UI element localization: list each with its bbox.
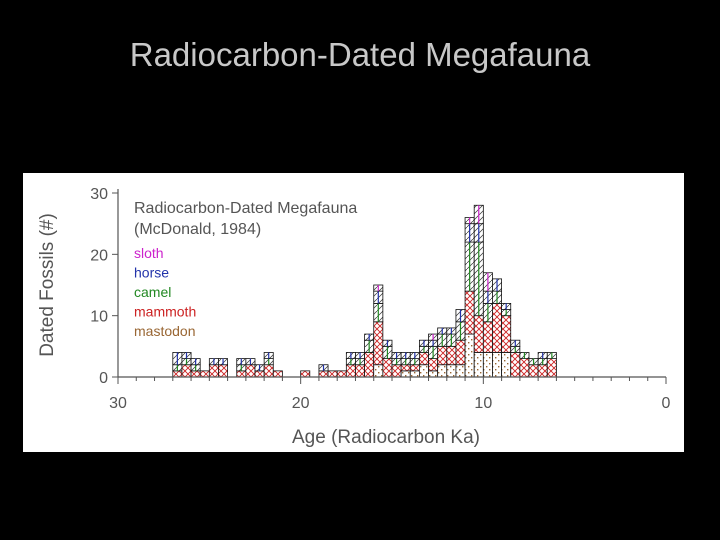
bar-mammoth-16 [355,364,366,378]
bar-mastodon-24 [428,370,439,378]
bar-mammoth-35 [528,364,539,378]
bar-mammoth-32 [501,315,512,353]
bar-mammoth-9 [263,364,274,378]
bar-mammoth-13 [327,370,338,378]
bar-mastodon-23 [418,364,429,378]
bar-mammoth-31 [492,302,503,353]
bar-mammoth-23 [418,352,429,366]
bar-mammoth-12 [318,370,329,378]
bar-mastodon-28 [464,333,475,378]
slide-title: Radiocarbon-Dated Megafauna [129,36,591,73]
bar-mammoth-0 [172,370,183,378]
bar-mammoth-5 [218,364,228,378]
legend-entry-horse: horse [134,265,169,281]
y-tick-label-0: 0 [99,370,108,387]
legend: sloth horse camel mammoth mastodon [134,245,196,339]
bar-mastodon-32 [501,352,512,378]
legend-entry-mammoth: mammoth [134,304,196,320]
bar-mammoth-20 [391,364,402,378]
axes-layer: 0 10 20 30 30 20 10 0 [90,186,670,412]
x-tick-label-30: 30 [109,395,127,412]
bar-mammoth-37 [546,358,557,378]
legend-entry-sloth: sloth [134,245,164,261]
bar-mammoth-21 [400,364,411,372]
bar-mammoth-36 [537,364,548,378]
x-tick-label-20: 20 [292,395,310,412]
bar-mammoth-6 [236,370,247,378]
bar-mammoth-26 [446,345,457,366]
legend-entry-mastodon: mastodon [134,323,195,339]
bar-mammoth-18 [373,321,384,366]
y-tick-label-10: 10 [90,309,108,326]
bar-mastodon-21 [400,370,411,378]
bar-mammoth-29 [473,315,484,353]
bar-mammoth-19 [382,358,393,378]
x-tick-label-10: 10 [474,395,492,412]
legend-title: Radiocarbon-Dated Megafauna [134,200,357,217]
bar-mammoth-14 [336,370,347,378]
bar-mastodon-30 [482,352,493,378]
bar-mastodon-31 [492,352,503,378]
legend-subtitle: (McDonald, 1984) [134,221,261,238]
y-tick-label-20: 20 [90,247,108,264]
bar-mammoth-17 [364,352,375,378]
bar-mammoth-27 [455,339,466,366]
bar-mammoth-25 [437,345,448,366]
bar-mammoth-30 [482,321,493,353]
y-tick-label-30: 30 [90,186,108,203]
chart-panel: 0 10 20 30 30 20 10 0 Dated Fossils (#) Age (Ra… [23,173,684,452]
bar-mammoth-11 [300,370,311,378]
bar-mastodon-22 [409,370,420,378]
bar-mammoth-2 [190,370,201,378]
x-tick-label-0: 0 [662,395,671,412]
bar-mammoth-8 [254,370,265,378]
bar-mastodon-25 [437,364,448,378]
histogram-chart: 0 10 20 30 30 20 10 0 Dated Fossils (#) Age (Ra… [37,186,671,448]
bar-mammoth-4 [208,364,219,378]
bar-mastodon-18 [373,364,384,378]
bar-mammoth-34 [519,358,530,378]
bar-mastodon-27 [455,364,466,378]
bar-mammoth-22 [409,364,420,372]
bar-mammoth-7 [245,364,256,378]
bars-layer [172,204,557,378]
bar-mammoth-28 [464,290,475,335]
bar-mammoth-1 [181,364,192,378]
bar-mammoth-3 [199,370,210,378]
bar-mastodon-29 [473,352,484,378]
x-axis-label: Age (Radiocarbon Ka) [292,427,480,448]
bar-mammoth-10 [272,370,283,378]
bar-mastodon-26 [446,364,457,378]
bar-mammoth-24 [428,358,439,372]
y-axis-label: Dated Fossils (#) [37,213,58,357]
legend-entry-camel: camel [134,284,171,300]
bar-mammoth-33 [510,352,521,378]
bar-mammoth-15 [345,364,356,378]
